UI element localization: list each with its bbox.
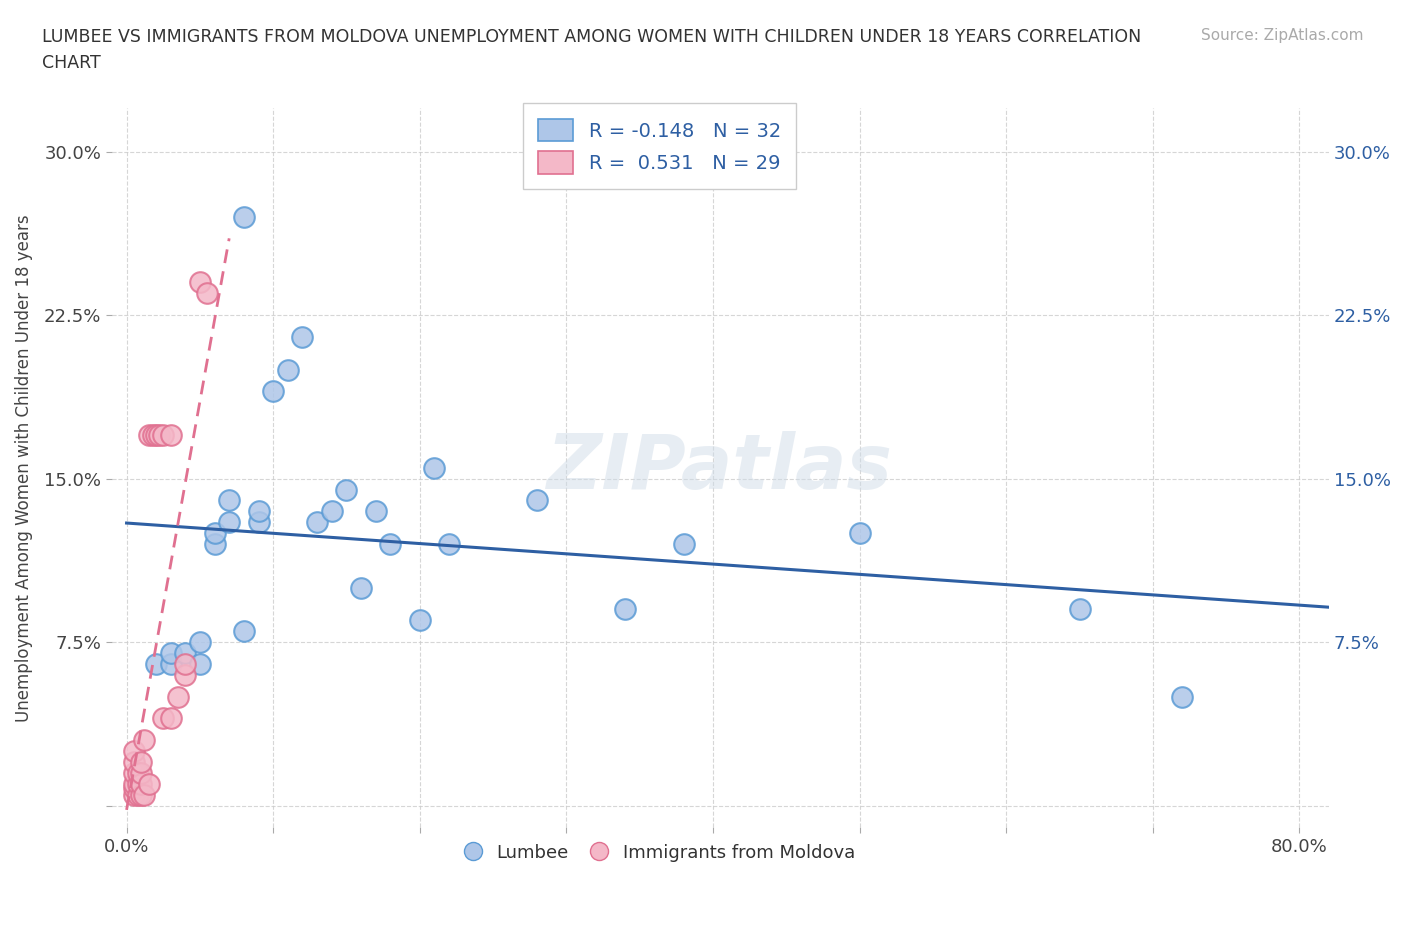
Point xyxy=(277,362,299,377)
Point xyxy=(848,525,870,540)
Point xyxy=(134,733,156,748)
Point xyxy=(204,537,226,551)
Point xyxy=(174,645,197,660)
Point xyxy=(145,657,167,671)
Point xyxy=(159,645,181,660)
Point xyxy=(122,788,145,803)
Point xyxy=(122,780,145,795)
Text: ZIPatlas: ZIPatlas xyxy=(547,431,893,505)
Point xyxy=(335,482,357,497)
Point xyxy=(167,689,190,704)
Point xyxy=(122,754,145,769)
Point xyxy=(188,657,211,671)
Point xyxy=(262,384,284,399)
Point xyxy=(127,788,149,803)
Point xyxy=(614,602,637,617)
Point xyxy=(321,504,343,519)
Point xyxy=(437,537,460,551)
Point xyxy=(122,744,145,759)
Point xyxy=(127,777,149,791)
Point xyxy=(129,777,152,791)
Legend: Lumbee, Immigrants from Moldova: Lumbee, Immigrants from Moldova xyxy=(457,836,862,869)
Point xyxy=(380,537,402,551)
Point xyxy=(307,515,329,530)
Point xyxy=(127,765,149,780)
Point xyxy=(1069,602,1091,617)
Point xyxy=(204,525,226,540)
Point xyxy=(672,537,695,551)
Point xyxy=(350,580,373,595)
Point xyxy=(526,493,548,508)
Point xyxy=(138,428,160,443)
Text: LUMBEE VS IMMIGRANTS FROM MOLDOVA UNEMPLOYMENT AMONG WOMEN WITH CHILDREN UNDER 1: LUMBEE VS IMMIGRANTS FROM MOLDOVA UNEMPL… xyxy=(42,28,1142,73)
Point xyxy=(174,657,197,671)
Point xyxy=(152,711,174,725)
Point xyxy=(232,209,254,224)
Point xyxy=(218,493,240,508)
Point xyxy=(195,286,218,300)
Point xyxy=(159,711,181,725)
Point xyxy=(148,428,170,443)
Point xyxy=(423,460,446,475)
Point xyxy=(159,428,181,443)
Point xyxy=(291,329,314,344)
Point xyxy=(364,504,387,519)
Point xyxy=(122,765,145,780)
Point xyxy=(142,428,165,443)
Point xyxy=(129,754,152,769)
Point xyxy=(152,428,174,443)
Point xyxy=(122,777,145,791)
Point xyxy=(232,624,254,639)
Point xyxy=(1171,689,1194,704)
Point xyxy=(247,504,270,519)
Y-axis label: Unemployment Among Women with Children Under 18 years: Unemployment Among Women with Children U… xyxy=(15,214,32,722)
Point xyxy=(129,765,152,780)
Point xyxy=(134,788,156,803)
Text: Source: ZipAtlas.com: Source: ZipAtlas.com xyxy=(1201,28,1364,43)
Point xyxy=(247,515,270,530)
Point xyxy=(188,275,211,290)
Point xyxy=(138,777,160,791)
Point xyxy=(409,613,432,628)
Point xyxy=(129,788,152,803)
Point xyxy=(159,657,181,671)
Point xyxy=(188,634,211,649)
Point xyxy=(218,515,240,530)
Point xyxy=(145,428,167,443)
Point xyxy=(174,668,197,683)
